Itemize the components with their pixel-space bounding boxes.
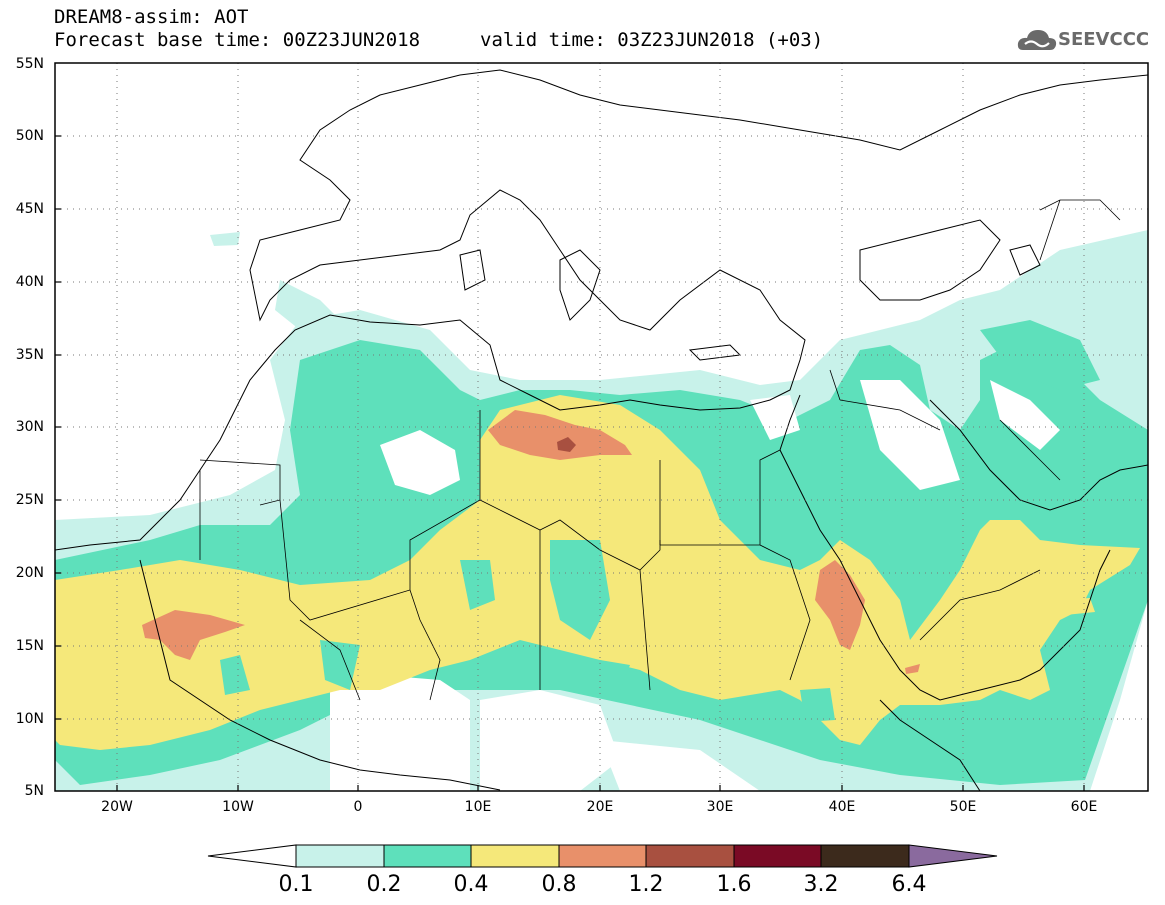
- colorbar-label: 0.8: [541, 872, 577, 897]
- lat-label: 5N: [24, 783, 44, 799]
- logo-text: SEEVCCC: [1058, 29, 1150, 50]
- cloud-icon: [1017, 30, 1057, 50]
- lat-label: 25N: [15, 492, 44, 508]
- colorbar: [207, 844, 998, 868]
- valid-time: valid time: 03Z23JUN2018 (+03): [480, 29, 824, 51]
- colorbar-label: 6.4: [891, 872, 927, 897]
- lon-label: 30E: [706, 799, 734, 815]
- colorbar-swatch-1: [295, 844, 385, 868]
- lon-label: 0: [353, 799, 363, 815]
- lon-label: 50E: [949, 799, 977, 815]
- colorbar-label: 0.2: [366, 872, 402, 897]
- country-borders: [199, 199, 1121, 701]
- tick-marks: [55, 135, 1085, 791]
- colorbar-label: 0.4: [453, 872, 489, 897]
- map-title: DREAM8-assim: AOT: [54, 6, 249, 28]
- colorbar-label: 1.2: [628, 872, 664, 897]
- aot-band-1.2-1.6: [557, 437, 576, 452]
- lon-label: 10W: [222, 799, 254, 815]
- colorbar-swatch-7: [820, 844, 910, 868]
- lat-label: 45N: [15, 201, 44, 217]
- colorbar-swatch-8: [908, 844, 998, 868]
- lon-label: 20E: [586, 799, 614, 815]
- lon-label: 10E: [464, 799, 492, 815]
- lat-label: 55N: [15, 56, 44, 72]
- colorbar-swatch-5: [645, 844, 735, 868]
- lon-label: 40E: [828, 799, 856, 815]
- lat-label: 20N: [15, 565, 44, 581]
- lat-label: 15N: [15, 638, 44, 654]
- colorbar-swatch-0: [207, 844, 297, 868]
- colorbar-swatch-3: [470, 844, 560, 868]
- lon-label: 20W: [101, 799, 133, 815]
- colorbar-swatch-6: [733, 844, 822, 868]
- forecast-base-time: Forecast base time: 00Z23JUN2018: [54, 29, 421, 51]
- lat-label: 10N: [15, 711, 44, 727]
- coastlines: [55, 69, 1148, 791]
- seevccc-logo: [1017, 30, 1057, 50]
- aot-band-0.8-1.2: [142, 410, 920, 674]
- colorbar-swatch-4: [558, 844, 647, 868]
- colorbar-swatch-2: [383, 844, 472, 868]
- lat-label: 30N: [15, 419, 44, 435]
- lat-label: 50N: [15, 128, 44, 144]
- colorbar-label: 3.2: [803, 872, 839, 897]
- graticule: [55, 63, 1148, 791]
- colorbar-label: 1.6: [716, 872, 752, 897]
- lon-label: 60E: [1070, 799, 1098, 815]
- lat-label: 40N: [15, 274, 44, 290]
- colorbar-label: 0.1: [278, 872, 314, 897]
- lat-label: 35N: [15, 347, 44, 363]
